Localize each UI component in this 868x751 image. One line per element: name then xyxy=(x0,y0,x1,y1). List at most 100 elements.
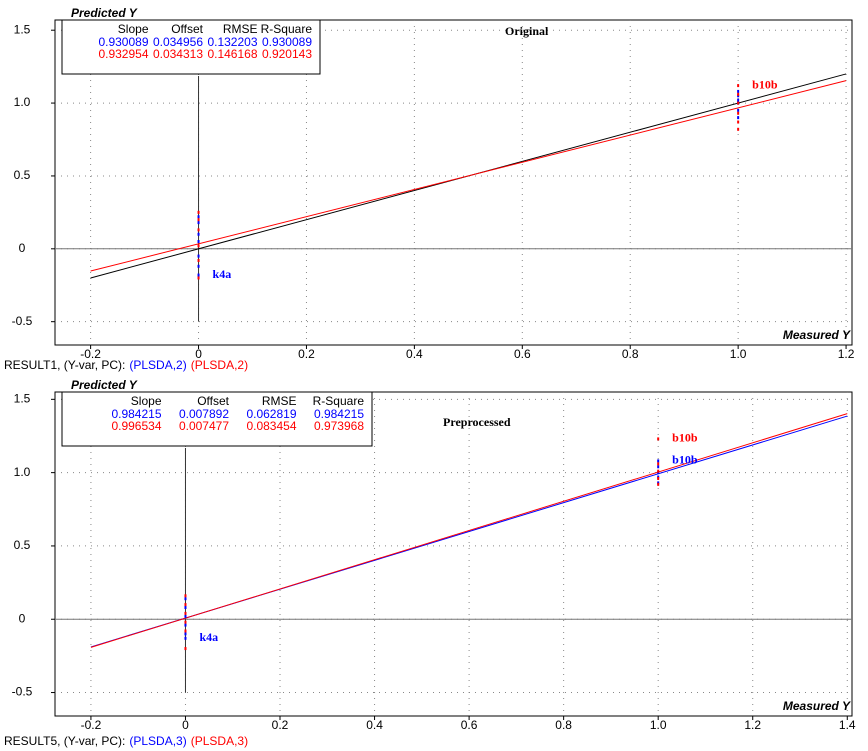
stats-header: Offset xyxy=(197,394,229,408)
legend-entry: (PLSDA,3) xyxy=(191,734,248,748)
point-label: k4a xyxy=(199,630,218,644)
point xyxy=(657,476,660,480)
stats-header: R-Square xyxy=(261,22,313,36)
y-tick-label: 1.5 xyxy=(14,22,31,36)
result-prefix: RESULT1, (Y-var, PC): xyxy=(4,358,125,372)
stats-value: 0.034956 xyxy=(153,35,203,49)
stats-header: Slope xyxy=(131,394,162,408)
regression-line xyxy=(90,413,848,648)
legend-entry: (PLSDA,3) xyxy=(129,734,186,748)
x-tick-label: 0.8 xyxy=(622,347,639,361)
point xyxy=(737,120,740,124)
x-tick-label: 0.8 xyxy=(555,718,572,732)
point xyxy=(184,620,187,624)
result-prefix: RESULT5, (Y-var, PC): xyxy=(4,734,125,748)
stats-header: RMSE xyxy=(223,22,258,36)
legend-entry: (PLSDA,2) xyxy=(191,358,248,372)
x-tick-label: 0 xyxy=(182,718,189,732)
x-tick-label: 0.6 xyxy=(461,718,478,732)
y-tick-label: 1.0 xyxy=(14,95,31,109)
point xyxy=(197,273,200,277)
x-axis-title: Measured Y xyxy=(783,699,851,713)
point xyxy=(184,614,187,618)
stats-header: Offset xyxy=(171,22,203,36)
stats-value: 0.132203 xyxy=(207,35,257,49)
stats-value: 0.984215 xyxy=(314,407,364,421)
x-tick-label: 0.6 xyxy=(514,347,531,361)
stats-value: 0.930089 xyxy=(262,35,312,49)
stats-value: 0.930089 xyxy=(98,35,148,49)
point xyxy=(197,258,200,262)
point xyxy=(737,127,740,131)
y-tick-label: 1.0 xyxy=(14,465,31,479)
x-tick-label: 1.2 xyxy=(744,718,761,732)
result-label: RESULT1, (Y-var, PC): (PLSDA,2) (PLSDA,2) xyxy=(4,358,248,372)
stats-value: 0.996534 xyxy=(111,419,161,433)
x-tick-label: 0.2 xyxy=(298,347,315,361)
point xyxy=(197,240,200,244)
point xyxy=(737,84,740,88)
x-tick-label: 1.0 xyxy=(730,347,747,361)
stats-value: 0.973968 xyxy=(314,419,364,433)
point xyxy=(657,459,660,463)
point xyxy=(197,221,200,225)
point xyxy=(657,469,660,473)
chart: -0.5 0 0.5 1.0 1.5 -0.2 0 0.2 0.4 0.6 0.8 1.0 1.2 k4a… xyxy=(4,6,855,372)
point xyxy=(197,228,200,232)
point-label: b10b xyxy=(672,431,698,445)
point-label: k4a xyxy=(213,267,232,281)
point xyxy=(197,232,200,236)
point xyxy=(737,89,740,93)
x-tick-label: 1.4 xyxy=(839,718,856,732)
point xyxy=(197,254,200,258)
point xyxy=(197,218,200,222)
stats-header: RMSE xyxy=(262,394,297,408)
point xyxy=(737,108,740,112)
point xyxy=(184,594,187,598)
stats-value: 0.083454 xyxy=(246,419,296,433)
y-tick-label: 0 xyxy=(19,241,26,255)
stats-header: Slope xyxy=(118,22,149,36)
stats-value: 0.034313 xyxy=(153,47,203,61)
chart: -0.5 0 0.5 1.0 1.5 -0.2 0 0.2 0.4 0.6 0.8 1.0 1.2 1.4… xyxy=(4,378,856,748)
x-tick-label: 0.4 xyxy=(366,718,383,732)
point xyxy=(184,632,187,636)
point xyxy=(737,116,740,120)
plot-frame xyxy=(54,19,853,346)
stats-value: 0.062819 xyxy=(246,407,296,421)
y-tick-label: -0.5 xyxy=(12,685,33,699)
chart-title: Preprocessed xyxy=(443,415,511,429)
point xyxy=(197,264,200,268)
chart-title: Original xyxy=(505,24,549,38)
point xyxy=(184,629,187,633)
stats-table xyxy=(61,19,321,75)
point xyxy=(737,111,740,115)
y-tick-label: 0 xyxy=(19,611,26,625)
point xyxy=(184,636,187,640)
x-tick-label: 1.2 xyxy=(838,347,855,361)
y-tick-label: -0.5 xyxy=(12,314,33,328)
point xyxy=(184,606,187,610)
stats-value: 0.984215 xyxy=(111,407,161,421)
y-tick-label: 0.5 xyxy=(14,168,31,182)
legend-entry: (PLSDA,2) xyxy=(129,358,186,372)
stats-table xyxy=(61,391,373,447)
point xyxy=(657,462,660,466)
stats-value: 0.007477 xyxy=(179,419,229,433)
point xyxy=(184,597,187,601)
y-axis-title: Predicted Y xyxy=(71,6,138,20)
point xyxy=(197,210,200,214)
y-tick-label: 0.5 xyxy=(14,538,31,552)
point xyxy=(657,465,660,469)
x-tick-label: 0 xyxy=(195,347,202,361)
x-tick-label: 0.4 xyxy=(406,347,423,361)
point-label: b10b xyxy=(672,453,698,467)
stats-value: 0.007892 xyxy=(179,407,229,421)
point-label: b10b xyxy=(752,77,778,91)
x-tick-label: -0.2 xyxy=(81,718,102,732)
point xyxy=(197,215,200,219)
regression-line xyxy=(90,80,847,272)
point xyxy=(184,603,187,607)
point xyxy=(184,623,187,627)
